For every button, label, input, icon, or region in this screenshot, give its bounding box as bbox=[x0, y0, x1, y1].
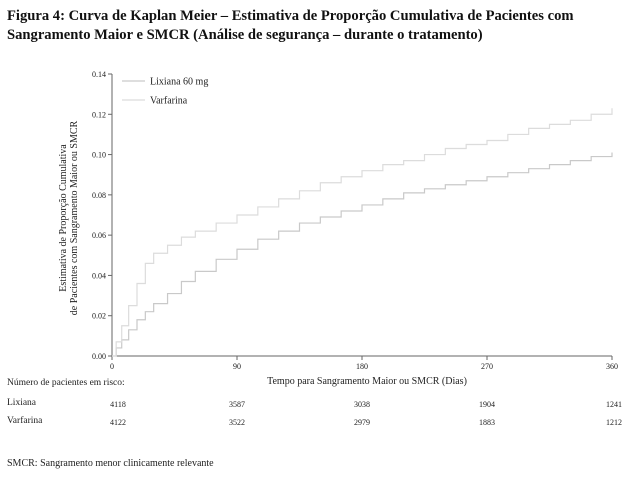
x-tick-label: 270 bbox=[481, 362, 493, 371]
y-axis-label-line-2: de Pacientes com Sangramento Maior ou SM… bbox=[69, 120, 80, 315]
risk-cell: 2979 bbox=[354, 418, 370, 427]
x-axis-label: Tempo para Sangramento Maior ou SMCR (Di… bbox=[267, 376, 467, 387]
x-tick-label: 360 bbox=[606, 362, 618, 371]
risk-cell: 3587 bbox=[229, 400, 245, 409]
series-line-lixiana bbox=[112, 152, 613, 357]
y-tick-label: 0.10 bbox=[92, 151, 106, 160]
footnote: SMCR: Sangramento menor clinicamente rel… bbox=[7, 458, 214, 469]
y-tick-label: 0.06 bbox=[92, 231, 106, 240]
x-tick-label: 180 bbox=[356, 362, 368, 371]
y-axis-label: Estimativa de Proporção Cumulativa de Pa… bbox=[58, 120, 80, 315]
y-tick-label: 0.14 bbox=[92, 70, 106, 79]
chart-legend: Lixiana 60 mg Varfarina bbox=[122, 77, 208, 107]
y-tick-label: 0.02 bbox=[92, 312, 106, 321]
y-tick-label: 0.04 bbox=[92, 271, 106, 280]
x-tick-label: 0 bbox=[110, 362, 114, 371]
series-line-varfarina bbox=[112, 108, 613, 357]
y-tick-label: 0.12 bbox=[92, 110, 106, 119]
risk-table-header: Número de pacientes em risco: bbox=[7, 378, 125, 388]
y-axis-label-line-1: Estimativa de Proporção Cumulativa bbox=[58, 144, 69, 292]
chart-series bbox=[112, 108, 613, 357]
risk-cell: 3038 bbox=[354, 400, 370, 409]
y-tick-label: 0.08 bbox=[92, 191, 106, 200]
chart-ticks: 0.00 0.02 0.04 0.06 0.08 0.10 0.12 0.14 0 90 180 27… bbox=[92, 70, 618, 371]
risk-cell: 3522 bbox=[229, 418, 245, 427]
x-tick-label: 90 bbox=[233, 362, 241, 371]
risk-cell: 4122 bbox=[110, 418, 126, 427]
legend-label-varfarina: Varfarina bbox=[150, 96, 188, 107]
risk-cell: 1883 bbox=[479, 418, 495, 427]
chart-axes bbox=[111, 74, 612, 357]
figure-title: Figura 4: Curva de Kaplan Meier – Estima… bbox=[7, 8, 574, 43]
risk-row-label-lixiana: Lixiana bbox=[7, 398, 37, 408]
risk-cell: 1904 bbox=[479, 400, 495, 409]
risk-cell: 1212 bbox=[606, 418, 622, 427]
risk-cell: 4118 bbox=[110, 400, 126, 409]
legend-label-lixiana: Lixiana 60 mg bbox=[150, 77, 208, 88]
risk-cell: 1241 bbox=[606, 400, 622, 409]
risk-row-label-varfarina: Varfarina bbox=[7, 416, 43, 426]
y-tick-label: 0.00 bbox=[92, 352, 106, 361]
